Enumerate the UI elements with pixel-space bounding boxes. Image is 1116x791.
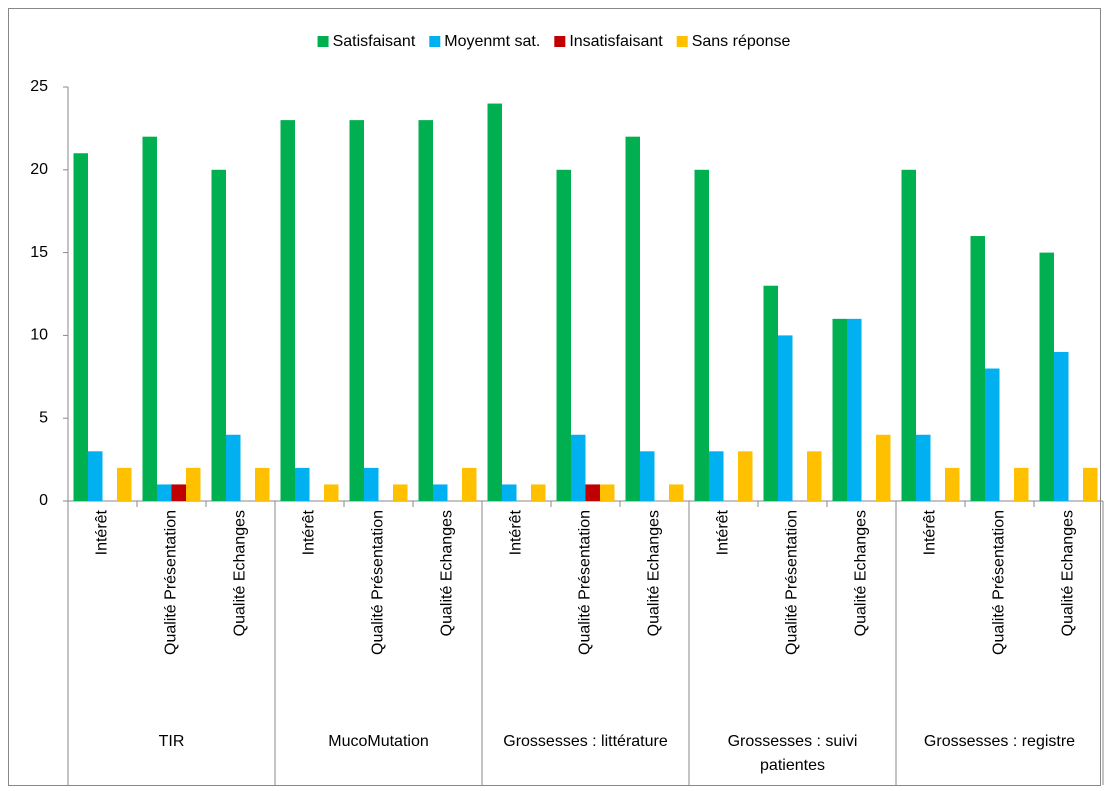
bar: [970, 236, 985, 502]
bar: [186, 467, 201, 501]
bar: [531, 484, 546, 501]
bar: [487, 103, 502, 501]
bar: [571, 434, 586, 501]
bar: [142, 136, 157, 501]
bar: [502, 484, 517, 501]
x-tick-label: Intérêt: [301, 509, 318, 555]
bar: [171, 484, 186, 501]
legend-swatch: [317, 36, 329, 47]
bar: [832, 318, 847, 501]
legend-label: Satisfaisant: [333, 33, 416, 50]
legend-label: Moyenmt sat.: [444, 33, 540, 50]
group-label-box: MucoMutation: [328, 733, 429, 750]
legend-label: Insatisfaisant: [569, 33, 663, 50]
group-label-box: Grossesses : littérature: [503, 733, 668, 750]
bar: [73, 153, 88, 502]
bar: [876, 434, 891, 501]
group-label-box: TIR: [158, 733, 185, 750]
y-tick-label: 20: [30, 161, 48, 178]
legend-swatch: [429, 36, 441, 47]
x-tick-label: Qualité Echanges: [232, 510, 249, 636]
group-label: Grossesses : suivi patientes: [727, 733, 858, 774]
bar: [709, 451, 724, 501]
bar: [807, 451, 822, 501]
group-label: TIR: [158, 733, 185, 750]
bar: [433, 484, 448, 501]
group-label: Grossesses : littérature: [503, 733, 668, 750]
bar: [226, 434, 241, 501]
bar: [600, 484, 615, 501]
bar: [585, 484, 600, 501]
y-tick-label: 15: [30, 244, 48, 261]
bar: [847, 318, 862, 501]
bar: [669, 484, 684, 501]
x-tick-label: Qualité Echanges: [439, 510, 456, 636]
bar: [916, 434, 931, 501]
x-tick-label: Qualité Echanges: [853, 510, 870, 636]
bar: [763, 285, 778, 501]
bar: [117, 467, 132, 501]
bar: [738, 451, 753, 501]
legend-swatch: [554, 36, 566, 47]
x-tick-label: Qualité Présentation: [577, 510, 594, 655]
bar: [901, 169, 916, 502]
bar: [393, 484, 408, 501]
y-tick-label: 5: [39, 409, 48, 426]
bar: [694, 169, 709, 502]
bar: [778, 335, 793, 501]
group-label: Grossesses : registre: [923, 733, 1076, 750]
x-tick-label: Intérêt: [715, 509, 732, 555]
bar: [945, 467, 960, 501]
bar: [556, 169, 571, 502]
bar: [418, 120, 433, 502]
bar: [625, 136, 640, 501]
bar: [211, 169, 226, 502]
bar: [88, 451, 103, 501]
bar: [462, 467, 477, 501]
legend-label: Sans réponse: [692, 33, 791, 50]
y-tick-label: 0: [39, 492, 48, 509]
bar: [157, 484, 172, 501]
y-tick-label: 25: [30, 78, 48, 95]
x-tick-label: Intérêt: [508, 509, 525, 555]
bar: [295, 467, 310, 501]
bar: [1014, 467, 1029, 501]
bar: [1039, 252, 1054, 501]
bar: [280, 120, 295, 502]
x-tick-label: Intérêt: [922, 509, 939, 555]
x-tick-label: Qualité Echanges: [646, 510, 663, 636]
bar: [985, 368, 1000, 501]
x-tick-label: Intérêt: [94, 509, 111, 555]
legend-swatch: [676, 36, 688, 47]
group-label-box: Grossesses : registre: [923, 733, 1076, 750]
legend: Satisfaisant Moyenmt sat. Insatisfaisant Sa…: [317, 33, 791, 50]
bar: [349, 120, 364, 502]
bar: [324, 484, 339, 501]
bar: [1054, 351, 1069, 501]
x-tick-label: Qualité Présentation: [991, 510, 1008, 655]
group-label-box: Grossesses : suivi patientes: [727, 733, 858, 774]
x-tick-label: Qualité Echanges: [1060, 510, 1077, 636]
bar: [364, 467, 379, 501]
bar: [640, 451, 655, 501]
x-tick-label: Qualité Présentation: [784, 510, 801, 655]
bar: [1083, 467, 1098, 501]
bar: [255, 467, 270, 501]
group-label: MucoMutation: [328, 733, 429, 750]
x-tick-label: Qualité Présentation: [163, 510, 180, 655]
x-tick-label: Qualité Présentation: [370, 510, 387, 655]
y-tick-label: 10: [30, 327, 48, 344]
chart-border: [8, 8, 1101, 786]
